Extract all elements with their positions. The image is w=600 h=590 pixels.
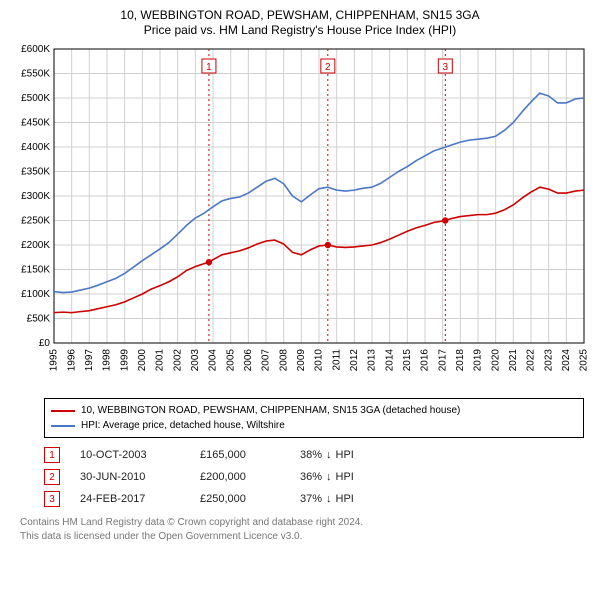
event-price: £165,000 xyxy=(200,449,280,461)
svg-text:£550K: £550K xyxy=(21,69,50,80)
svg-text:2006: 2006 xyxy=(243,349,254,372)
svg-text:2019: 2019 xyxy=(473,349,484,372)
event-date: 10-OCT-2003 xyxy=(80,449,180,461)
event-row: 1 10-OCT-2003 £165,000 38%↓HPI xyxy=(44,444,584,466)
down-arrow-icon: ↓ xyxy=(326,471,332,483)
svg-text:2003: 2003 xyxy=(190,349,201,372)
legend-label: HPI: Average price, detached house, Wilt… xyxy=(81,418,285,433)
legend-swatch xyxy=(51,410,75,412)
svg-text:2025: 2025 xyxy=(579,349,590,372)
event-diff: 36%↓HPI xyxy=(300,471,354,483)
chart-container: { "titles": { "line1": "10, WEBBINGTON R… xyxy=(0,0,600,549)
svg-text:£250K: £250K xyxy=(21,216,50,227)
chart-subtitle: Price paid vs. HM Land Registry's House … xyxy=(10,23,590,37)
svg-text:2016: 2016 xyxy=(420,349,431,372)
event-diff: 38%↓HPI xyxy=(300,449,354,461)
event-diff: 37%↓HPI xyxy=(300,493,354,505)
svg-text:2007: 2007 xyxy=(261,349,272,372)
svg-text:2: 2 xyxy=(325,62,331,73)
svg-text:2010: 2010 xyxy=(314,349,325,372)
svg-text:£100K: £100K xyxy=(21,289,50,300)
svg-text:£600K: £600K xyxy=(21,44,50,55)
svg-text:£200K: £200K xyxy=(21,240,50,251)
svg-text:2020: 2020 xyxy=(490,349,501,372)
svg-text:2008: 2008 xyxy=(278,349,289,372)
event-badge: 3 xyxy=(44,491,60,507)
svg-text:3: 3 xyxy=(443,62,449,73)
legend-label: 10, WEBBINGTON ROAD, PEWSHAM, CHIPPENHAM… xyxy=(81,403,460,418)
svg-text:2005: 2005 xyxy=(225,349,236,372)
svg-text:2009: 2009 xyxy=(296,349,307,372)
footer: Contains HM Land Registry data © Crown c… xyxy=(20,516,584,543)
event-price: £250,000 xyxy=(200,493,280,505)
svg-text:2001: 2001 xyxy=(155,349,166,372)
svg-text:2017: 2017 xyxy=(437,349,448,372)
svg-text:2015: 2015 xyxy=(402,349,413,372)
legend-swatch xyxy=(51,425,75,427)
chart-svg: £0 £50K £100K £150K £200K £250K £300K £350K £400… xyxy=(10,43,590,383)
event-badge: 1 xyxy=(44,447,60,463)
svg-text:1: 1 xyxy=(206,62,212,73)
svg-text:1999: 1999 xyxy=(119,349,130,372)
event-date: 24-FEB-2017 xyxy=(80,493,180,505)
svg-text:£500K: £500K xyxy=(21,93,50,104)
svg-text:£150K: £150K xyxy=(21,265,50,276)
event-row: 3 24-FEB-2017 £250,000 37%↓HPI xyxy=(44,488,584,510)
footer-line-1: Contains HM Land Registry data © Crown c… xyxy=(20,516,584,530)
address-title: 10, WEBBINGTON ROAD, PEWSHAM, CHIPPENHAM… xyxy=(10,8,590,22)
events-table: 1 10-OCT-2003 £165,000 38%↓HPI 2 30-JUN-2010 £… xyxy=(44,444,584,510)
svg-text:2023: 2023 xyxy=(543,349,554,372)
svg-text:£350K: £350K xyxy=(21,167,50,178)
down-arrow-icon: ↓ xyxy=(326,449,332,461)
svg-text:1995: 1995 xyxy=(49,349,60,372)
event-badge: 2 xyxy=(44,469,60,485)
svg-text:2012: 2012 xyxy=(349,349,360,372)
svg-text:£0: £0 xyxy=(39,338,51,349)
svg-text:£300K: £300K xyxy=(21,191,50,202)
svg-text:2024: 2024 xyxy=(561,349,572,372)
svg-text:2014: 2014 xyxy=(384,349,395,372)
svg-text:£400K: £400K xyxy=(21,142,50,153)
legend: 10, WEBBINGTON ROAD, PEWSHAM, CHIPPENHAM… xyxy=(44,398,584,438)
svg-text:2000: 2000 xyxy=(137,349,148,372)
svg-text:2002: 2002 xyxy=(172,349,183,372)
legend-item: HPI: Average price, detached house, Wilt… xyxy=(51,418,577,433)
svg-text:2013: 2013 xyxy=(367,349,378,372)
svg-text:2018: 2018 xyxy=(455,349,466,372)
svg-text:1997: 1997 xyxy=(84,349,95,372)
svg-text:1996: 1996 xyxy=(66,349,77,372)
svg-text:1998: 1998 xyxy=(102,349,113,372)
svg-text:2021: 2021 xyxy=(508,349,519,372)
svg-text:2022: 2022 xyxy=(526,349,537,372)
chart: £0 £50K £100K £150K £200K £250K £300K £350K £400… xyxy=(10,43,590,388)
event-price: £200,000 xyxy=(200,471,280,483)
svg-text:2004: 2004 xyxy=(208,349,219,372)
titles: 10, WEBBINGTON ROAD, PEWSHAM, CHIPPENHAM… xyxy=(10,8,590,37)
svg-text:£450K: £450K xyxy=(21,118,50,129)
event-date: 30-JUN-2010 xyxy=(80,471,180,483)
svg-text:2011: 2011 xyxy=(331,349,342,371)
down-arrow-icon: ↓ xyxy=(326,493,332,505)
footer-line-2: This data is licensed under the Open Gov… xyxy=(20,530,584,544)
legend-item: 10, WEBBINGTON ROAD, PEWSHAM, CHIPPENHAM… xyxy=(51,403,577,418)
event-row: 2 30-JUN-2010 £200,000 36%↓HPI xyxy=(44,466,584,488)
svg-text:£50K: £50K xyxy=(27,314,51,325)
